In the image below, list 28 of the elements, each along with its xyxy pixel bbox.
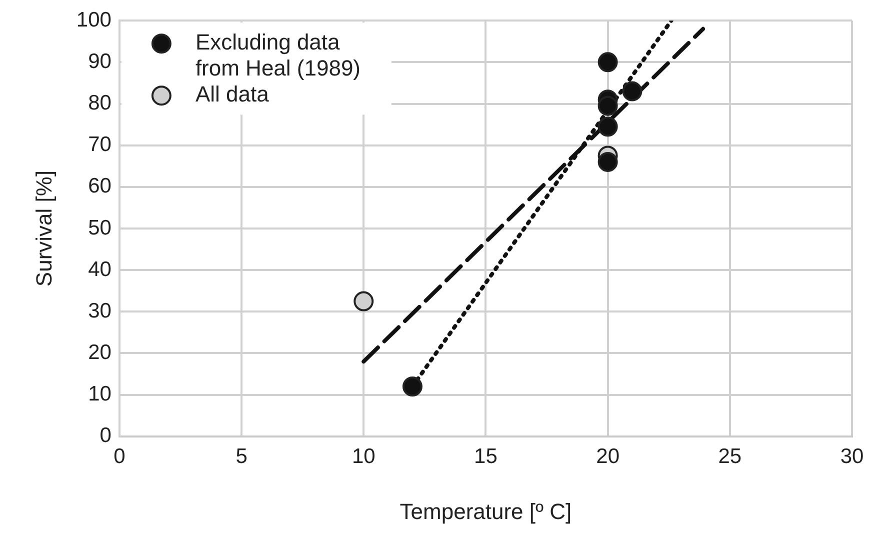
y-tick-label: 60 (88, 174, 112, 198)
x-tick-label: 15 (474, 444, 498, 468)
point (402, 376, 422, 397)
x-axis-title: Temperature [º C] (400, 498, 572, 524)
point (598, 96, 618, 116)
y-tick-label: 80 (88, 92, 112, 115)
y-axis-title: Survival [%] (31, 170, 56, 287)
y-tick-label: 70 (88, 133, 112, 156)
x-tick-label: 25 (718, 444, 742, 468)
legend-label: Excluding data from Heal (1989) (195, 30, 361, 81)
point (598, 152, 618, 172)
y-tick-label: 90 (88, 50, 112, 73)
legend-label: All data (195, 82, 270, 107)
x-tick-label: 5 (236, 444, 248, 468)
point (598, 116, 618, 137)
point (622, 81, 642, 102)
y-tick-label: 40 (88, 258, 112, 281)
y-tick-label: 20 (88, 341, 112, 364)
y-tick-label: 10 (88, 382, 112, 406)
y-tick-label: 30 (88, 299, 112, 322)
point (354, 291, 374, 312)
y-tick-label: 50 (88, 216, 112, 240)
x-tick-label: 30 (840, 444, 864, 468)
x-tick-label: 10 (352, 444, 376, 468)
y-tick-label: 0 (100, 424, 112, 448)
point (598, 52, 618, 72)
y-tick-label: 100 (76, 8, 112, 32)
x-tick-label: 20 (596, 444, 620, 468)
